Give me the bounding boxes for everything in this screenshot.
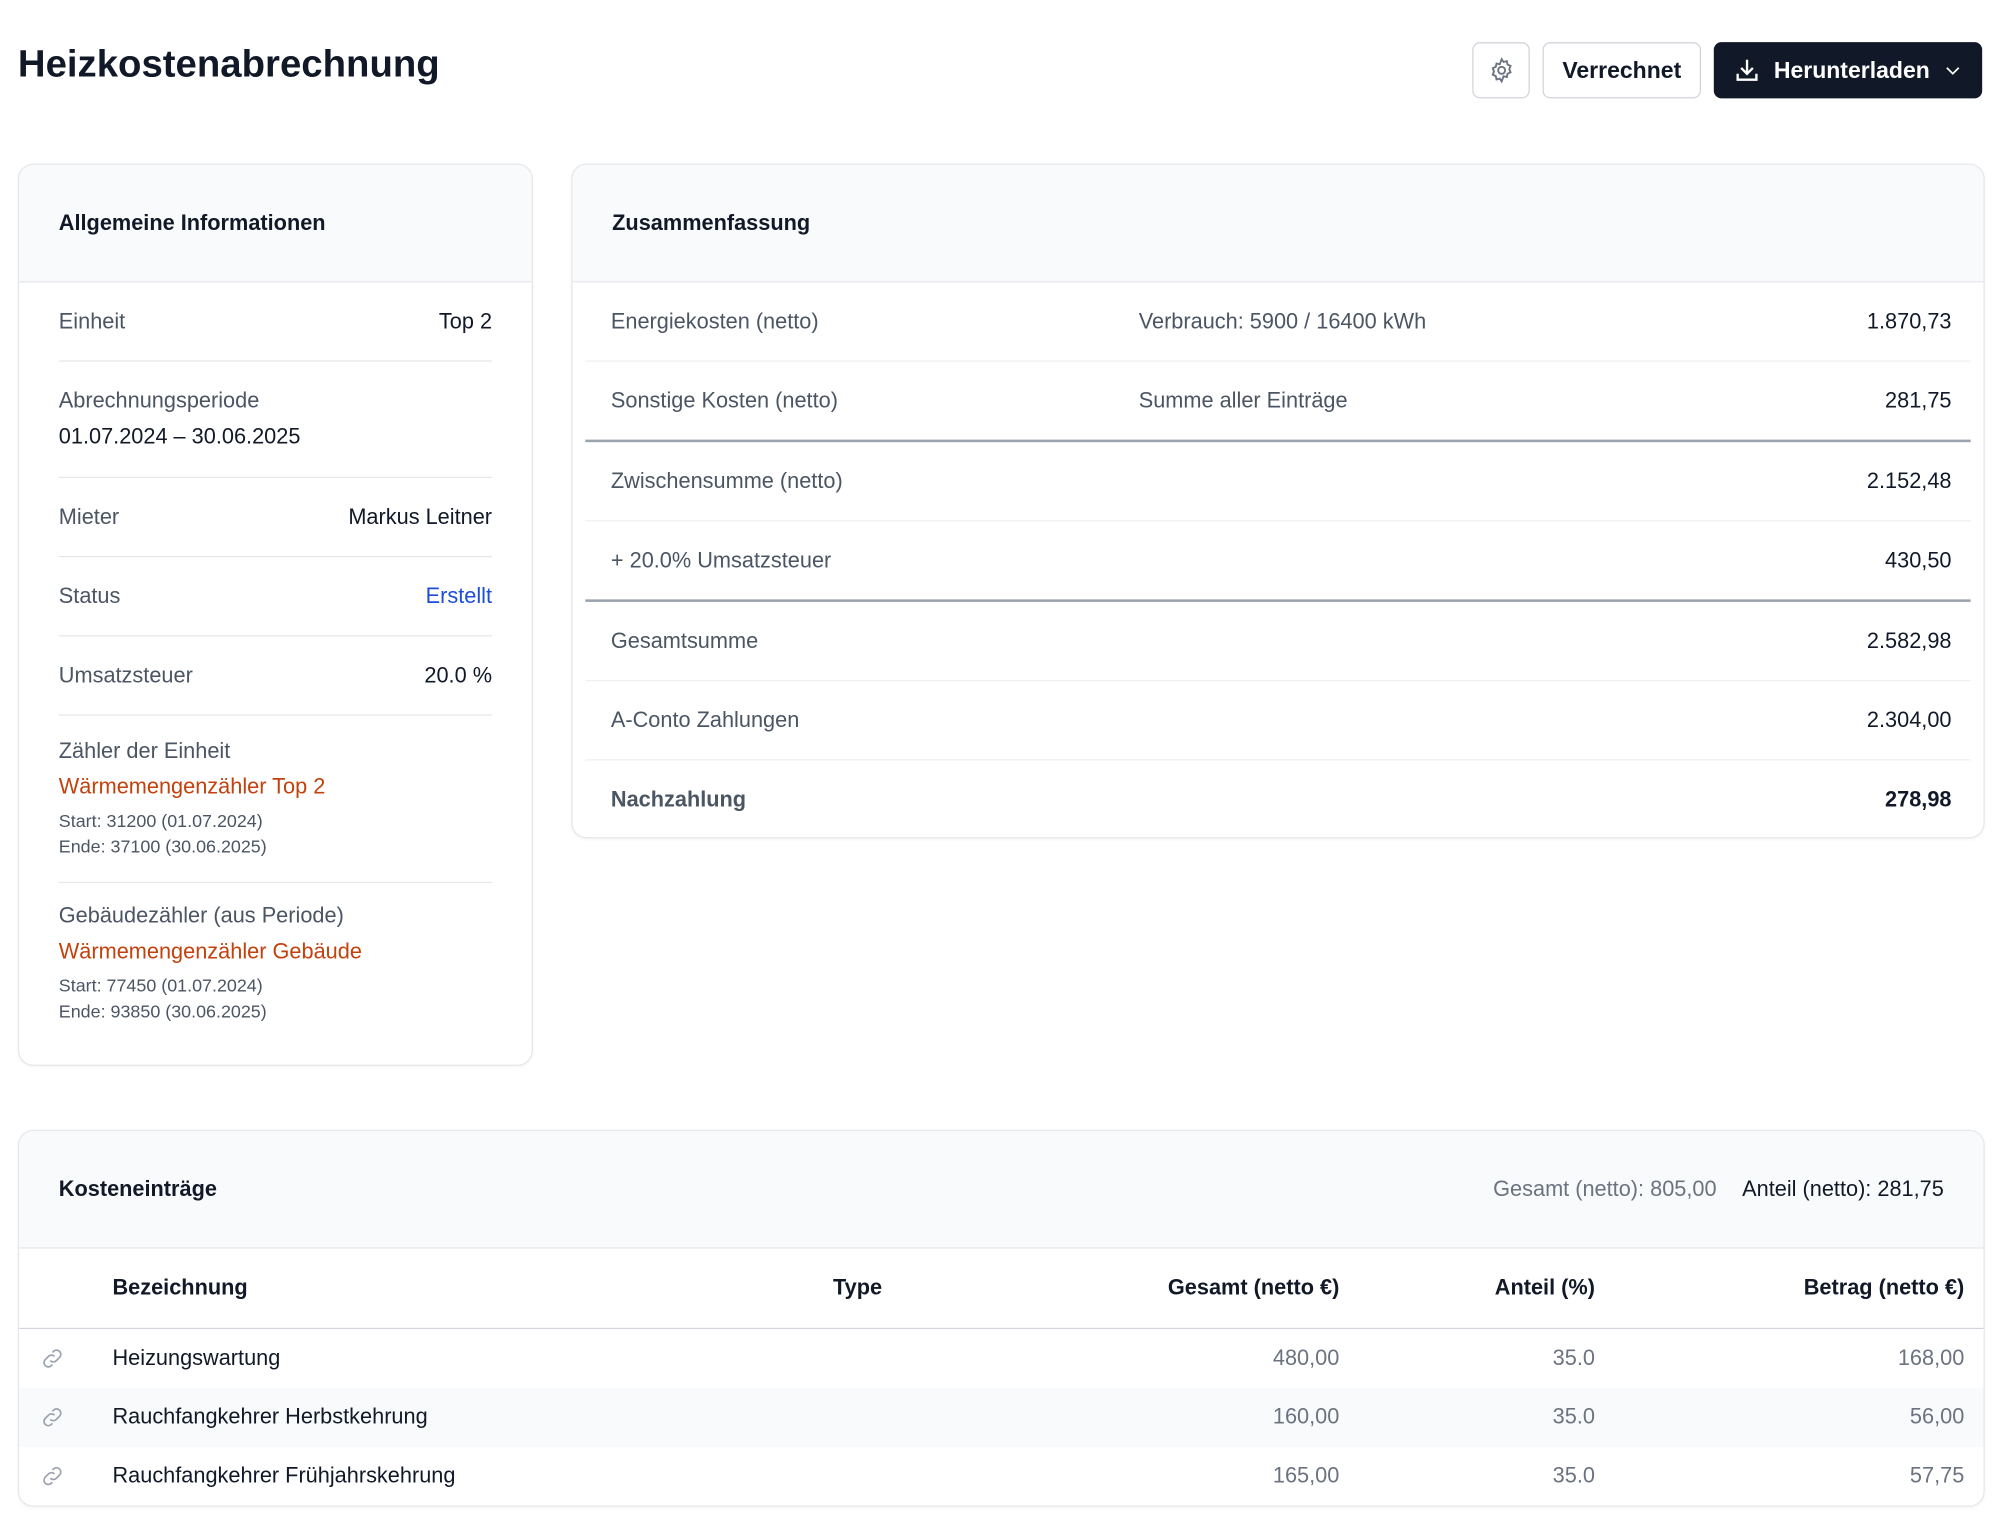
table-cell: 56,00 (1909, 1404, 1965, 1429)
table-cell: Rauchfangkehrer Frühjahrskehrung (112, 1463, 456, 1488)
download-button[interactable]: Herunterladen (1713, 42, 1983, 99)
table-cell: 57,75 (1909, 1463, 1965, 1488)
info-row: Status Erstellt (58, 557, 493, 637)
meter-label: Zähler der Einheit (58, 738, 231, 763)
info-row: Mieter Markus Leitner (58, 478, 493, 558)
settings-button[interactable] (1472, 42, 1530, 99)
info-value: Markus Leitner (348, 504, 493, 529)
separator (585, 599, 1971, 602)
summary-value: 281,75 (1885, 388, 1952, 413)
summary-value: 2.152,48 (1866, 469, 1952, 494)
gear-icon (1490, 57, 1512, 84)
meter-row: Zähler der Einheit Wärmemengenzähler Top … (58, 716, 493, 884)
summary-value: 278,98 (1885, 787, 1952, 812)
summary-note: Verbrauch: 5900 / 16400 kWh (1138, 309, 1427, 334)
table-cell: 168,00 (1897, 1345, 1965, 1371)
table-row: Rauchfangkehrer Frühjahrskehrung 165,00 35… (19, 1446, 1984, 1506)
link-icon[interactable] (40, 1346, 66, 1372)
meter-row: Gebäudezähler (aus Periode) Wärmemengenzä… (59, 883, 492, 1043)
summary-label: Sonstige Kosten (netto) (610, 388, 838, 413)
meter-start: Start: 31200 (01.07.2024) (58, 810, 263, 831)
summary-row: Nachzahlung 278,98 (585, 760, 1970, 837)
info-value: 01.07.2024 – 30.06.2025 (58, 424, 301, 449)
summary-label: Energiekosten (netto) (610, 309, 819, 334)
summary-value: 1.870,73 (1866, 309, 1952, 334)
table-cell: Rauchfangkehrer Herbstkehrung (112, 1404, 428, 1429)
summary-value: 2.582,98 (1866, 628, 1952, 654)
separator (585, 439, 1971, 443)
info-value: Top 2 (438, 308, 493, 333)
summary-row: Zwischensumme (netto) 2.152,48 (585, 442, 1971, 522)
summary-label: Gesamtsumme (610, 628, 759, 654)
meter-name: Wärmemengenzähler Gebäude (58, 938, 362, 963)
summary-label: A-Conto Zahlungen (610, 708, 800, 733)
general-card: Allgemeine Informationen Einheit Top 2 Abr… (17, 163, 533, 1066)
costs-card: Kosteneinträge Gesamt (netto): 805,00 An… (17, 1129, 1985, 1507)
column-header: Anteil (%) (1494, 1275, 1595, 1300)
summary-row: Sonstige Kosten (netto) Summe aller Eintr… (585, 362, 1971, 441)
table-cell: 35.0 (1552, 1404, 1595, 1429)
info-label: Status (58, 583, 121, 608)
summary-label: + 20.0% Umsatzsteuer (610, 548, 832, 573)
info-row: Umsatzsteuer 20.0 % (58, 636, 493, 716)
summary-label: Nachzahlung (610, 787, 747, 812)
table-header: Bezeichnung Type Gesamt (netto €) Anteil (%… (19, 1249, 1984, 1330)
table-cell: Heizungswartung (112, 1345, 281, 1371)
summary-note: Summe aller Einträge (1138, 388, 1348, 413)
chevron-icon (1946, 67, 1960, 75)
meter-label: Gebäudezähler (aus Periode) (58, 902, 344, 928)
column-header: Type (832, 1275, 883, 1300)
button-label: Verrechnet (1562, 56, 1682, 83)
column-header: Bezeichnung (112, 1275, 248, 1300)
table-cell: 35.0 (1552, 1345, 1595, 1371)
page-title: Heizkostenabrechnung (17, 43, 440, 86)
table-row: Rauchfangkehrer Herbstkehrung 160,00 35.0 5… (19, 1387, 1984, 1448)
summary-row: Energiekosten (netto) Verbrauch: 5900 / 1… (585, 282, 1971, 362)
button-label: Herunterladen (1773, 56, 1930, 83)
info-label: Mieter (58, 504, 120, 529)
summary-card: Zusammenfassung Energiekosten (netto) Ver… (571, 163, 1985, 839)
download-icon (1736, 59, 1758, 81)
info-row: Abrechnungsperiode 01.07.2024 – 30.06.202… (58, 362, 493, 478)
table-cell: 480,00 (1272, 1345, 1340, 1371)
info-label: Umsatzsteuer (58, 662, 193, 687)
summary-row: + 20.0% Umsatzsteuer 430,50 (585, 521, 1971, 601)
info-value: 20.0 % (424, 662, 493, 687)
card-title: Zusammenfassung (572, 164, 1984, 283)
meter-start: Start: 77450 (01.07.2024) (58, 974, 263, 995)
table-cell: 35.0 (1552, 1463, 1595, 1488)
card-title: Kosteneinträge (58, 1176, 217, 1201)
meter-name: Wärmemengenzähler Top 2 (58, 774, 326, 799)
summary-row: Gesamtsumme 2.582,98 (585, 602, 1971, 682)
costs-totals: Gesamt (netto): 805,00 Anteil (netto): 2… (1493, 1176, 1944, 1202)
summary-row: A-Conto Zahlungen 2.304,00 (585, 681, 1971, 761)
costs-share: Anteil (netto): 281,75 (1742, 1176, 1944, 1201)
link-icon[interactable] (40, 1463, 66, 1489)
costs-total: Gesamt (netto): 805,00 (1493, 1176, 1717, 1201)
info-row: Einheit Top 2 (58, 282, 493, 362)
info-value: Erstellt (425, 583, 493, 608)
costs-header: Kosteneinträge Gesamt (netto): 805,00 An… (19, 1131, 1984, 1249)
info-label: Einheit (58, 308, 126, 333)
summary-label: Zwischensumme (netto) (610, 469, 843, 494)
table-row: Heizungswartung 480,00 35.0 168,00 (19, 1329, 1984, 1390)
meter-end: Ende: 37100 (30.06.2025) (58, 835, 267, 857)
column-header: Gesamt (netto €) (1167, 1275, 1340, 1300)
meter-end: Ende: 93850 (30.06.2025) (58, 1000, 267, 1021)
column-header: Betrag (netto €) (1803, 1275, 1965, 1300)
summary-value: 430,50 (1885, 548, 1952, 573)
card-title: Allgemeine Informationen (19, 164, 532, 283)
link-icon[interactable] (40, 1405, 66, 1431)
info-label: Abrechnungsperiode (58, 388, 260, 413)
table-cell: 160,00 (1272, 1404, 1340, 1429)
summary-value: 2.304,00 (1866, 708, 1952, 733)
settle-button[interactable]: Verrechnet (1542, 42, 1702, 99)
table-cell: 165,00 (1272, 1463, 1340, 1488)
